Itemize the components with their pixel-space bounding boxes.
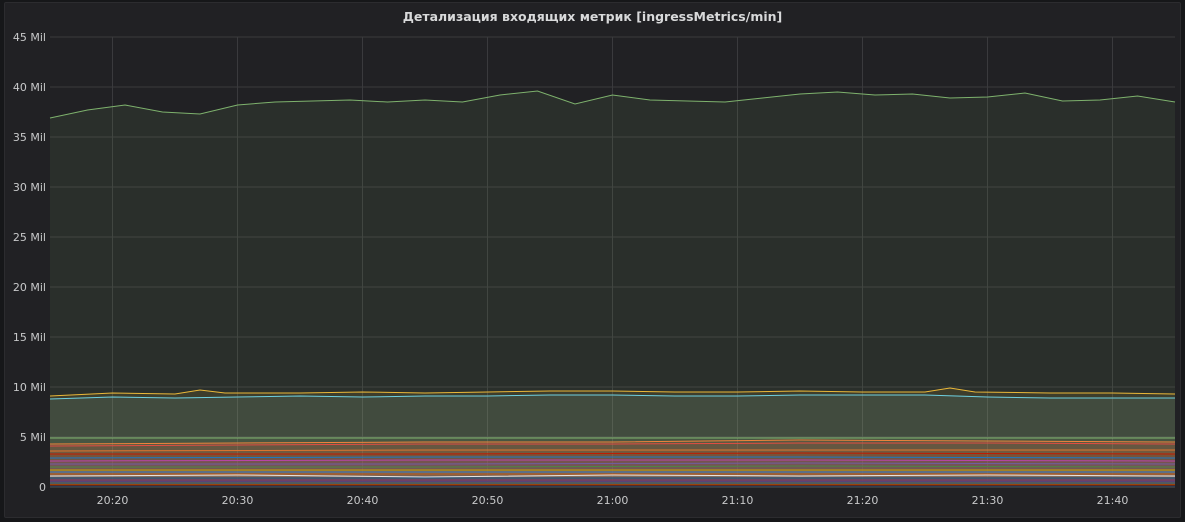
grid bbox=[50, 36, 1175, 488]
graph-panel: Детализация входящих метрик [ingressMetr… bbox=[4, 2, 1181, 518]
y-tick-label: 20 Mil bbox=[13, 281, 46, 294]
y-tick-label: 15 Mil bbox=[13, 331, 46, 344]
y-tick-label: 5 Mil bbox=[20, 431, 46, 444]
x-tick-label: 21:00 bbox=[597, 494, 629, 507]
y-tick-label: 30 Mil bbox=[13, 181, 46, 194]
x-tick-label: 20:50 bbox=[472, 494, 504, 507]
x-tick-label: 21:40 bbox=[1097, 494, 1129, 507]
x-tick-label: 20:20 bbox=[97, 494, 129, 507]
series-0-line bbox=[49, 90, 1176, 119]
y-tick-label: 0 bbox=[39, 481, 46, 494]
series-0-area bbox=[50, 91, 1175, 487]
series-4-line bbox=[49, 439, 1176, 445]
series-7-line bbox=[50, 452, 1176, 455]
series-15-line bbox=[49, 474, 1176, 478]
series-8-line bbox=[49, 456, 1176, 459]
series-6-line bbox=[49, 449, 1175, 452]
y-tick-label: 25 Mil bbox=[13, 231, 46, 244]
y-tick-label: 45 Mil bbox=[13, 31, 46, 44]
series-2-line bbox=[49, 394, 1175, 400]
x-tick-label: 21:30 bbox=[972, 494, 1004, 507]
x-tick-label: 21:20 bbox=[847, 494, 879, 507]
x-tick-label: 20:40 bbox=[347, 494, 379, 507]
series-9-line bbox=[49, 459, 1176, 462]
series-10-line bbox=[50, 462, 1176, 465]
series-1-line bbox=[49, 387, 1176, 397]
panel-title[interactable]: Детализация входящих метрик [ingressMetr… bbox=[402, 9, 783, 24]
y-tick-label: 35 Mil bbox=[13, 131, 46, 144]
y-tick-label: 10 Mil bbox=[13, 381, 46, 394]
x-tick-label: 20:30 bbox=[222, 494, 254, 507]
series-0 bbox=[49, 90, 1176, 487]
series-5-line bbox=[49, 442, 1176, 447]
series-11-line bbox=[50, 465, 1176, 468]
y-tick-label: 40 Mil bbox=[13, 81, 46, 94]
series-group bbox=[49, 90, 1176, 487]
x-tick-label: 21:10 bbox=[722, 494, 754, 507]
